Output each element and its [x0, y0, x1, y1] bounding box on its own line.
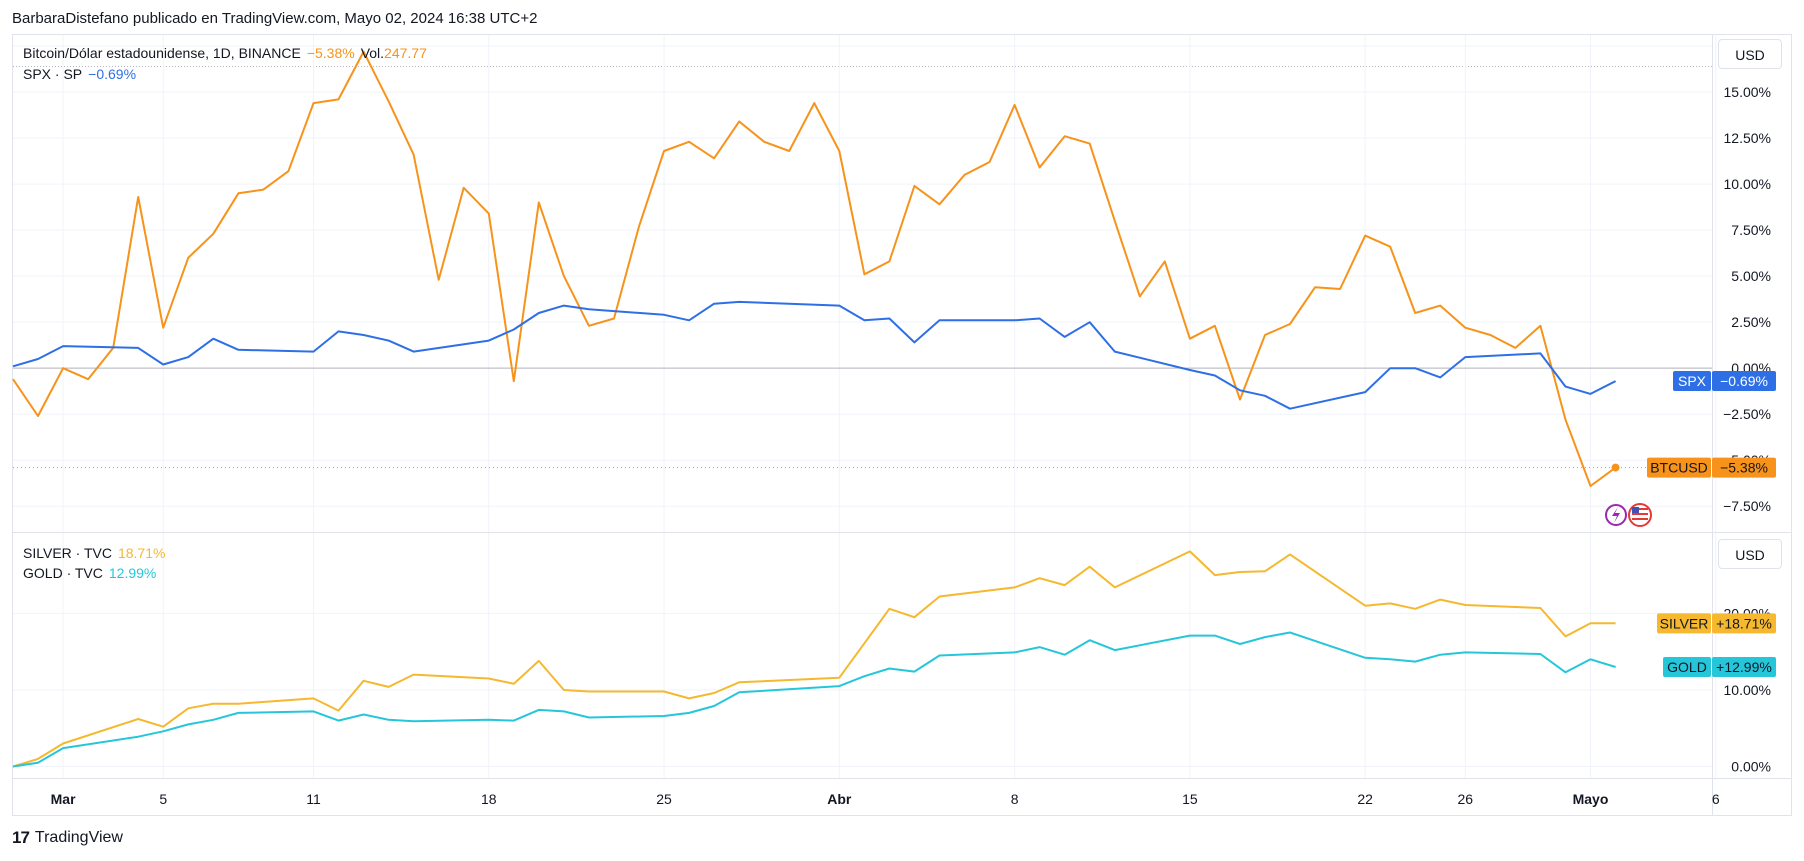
- series-line-btcusd: [12, 50, 1617, 487]
- lightning-glyph: [1612, 507, 1620, 523]
- y-tick-label: 7.50%: [1731, 222, 1771, 238]
- tag-layer: SPX −0.69% BTCUSD −5.38% SILVER +18.71% GOLD +1…: [1647, 371, 1776, 677]
- tradingview-brand: TradingView: [34, 829, 123, 846]
- y-tick-label: 5.00%: [1731, 268, 1771, 284]
- tradingview-logo[interactable]: 17 TradingView: [12, 828, 123, 848]
- price-tag-name: BTCUSD: [1650, 460, 1708, 476]
- legend-spx-change: −0.69%: [88, 66, 137, 82]
- y-tick-label: 10.00%: [1724, 682, 1771, 698]
- legend-gold-change: 12.99%: [108, 565, 157, 581]
- price-tag-value-bg: [1712, 656, 1776, 677]
- price-tag-value: +18.71%: [1716, 615, 1772, 631]
- price-tag-value: −0.69%: [1720, 373, 1768, 389]
- series-layer: [12, 50, 1712, 768]
- legend-silver-name: SILVER · TVC: [23, 545, 112, 561]
- x-tick-label: 6: [1712, 791, 1720, 807]
- legend-gold[interactable]: GOLD · TVC 12.99%: [23, 565, 162, 581]
- price-tag-value-bg: [1712, 371, 1776, 392]
- price-tag-value: +12.99%: [1716, 659, 1772, 675]
- x-tick-label: Abr: [827, 791, 852, 807]
- y-tick-label: −7.50%: [1723, 498, 1771, 514]
- price-tag-silver: SILVER +18.71%: [1657, 613, 1776, 634]
- legend-gold-name: GOLD · TVC: [23, 565, 103, 581]
- legend-btc[interactable]: Bitcoin/Dólar estadounidense, 1D, BINANC…: [23, 45, 433, 61]
- price-tag-name-bg: [1647, 457, 1711, 478]
- series-line-gold: [12, 631, 1616, 768]
- legend-silver-change: 18.71%: [117, 545, 166, 561]
- price-tag-name-bg: [1663, 656, 1711, 677]
- x-tick-label: Mar: [51, 791, 76, 807]
- price-tag-name-bg: [1673, 371, 1711, 392]
- legend-btc-change: −5.38%: [306, 45, 355, 61]
- series-line-silver: [12, 550, 1616, 768]
- currency-button-bottom[interactable]: USD: [1718, 539, 1782, 569]
- legend-silver[interactable]: SILVER · TVC 18.71%: [23, 545, 171, 561]
- publish-credit: BarbaraDistefano publicado en TradingVie…: [12, 10, 538, 27]
- x-tick-label: 26: [1458, 791, 1474, 807]
- series-line-spx: [12, 300, 1617, 410]
- legend-btc-name: Bitcoin/Dólar estadounidense, 1D, BINANC…: [23, 45, 301, 61]
- price-tag-value-bg: [1712, 613, 1776, 634]
- flag-stripe: [1632, 518, 1648, 520]
- x-tick-label: 22: [1357, 791, 1373, 807]
- chart-frame[interactable]: [12, 34, 1792, 816]
- x-tick-label: 8: [1011, 791, 1019, 807]
- price-tag-name: SPX: [1678, 373, 1707, 389]
- tradingview-logo-icon: 17: [12, 828, 30, 847]
- x-tick-label: 11: [306, 791, 321, 807]
- flag-canton: [1632, 507, 1639, 513]
- flag-stripe: [1632, 513, 1648, 515]
- currency-button-top[interactable]: USD: [1718, 39, 1782, 69]
- x-tick-label: Mayo: [1573, 791, 1609, 807]
- legend-spx-name: SPX · SP: [23, 66, 83, 82]
- price-tag-btc: BTCUSD −5.38%: [1647, 457, 1776, 478]
- x-tick-label: 5: [159, 791, 167, 807]
- price-tag-gold: GOLD +12.99%: [1663, 656, 1776, 677]
- y-tick-label: 0.00%: [1731, 759, 1771, 775]
- price-tag-name: GOLD: [1667, 659, 1707, 675]
- y-tick-label: 2.50%: [1731, 314, 1771, 330]
- price-tag-spx: SPX −0.69%: [1673, 371, 1776, 392]
- x-tick-label: 25: [656, 791, 672, 807]
- y-tick-label: 10.00%: [1724, 176, 1771, 192]
- flag-stripe: [1632, 508, 1648, 510]
- y-tick-label: −2.50%: [1723, 406, 1771, 422]
- legend-vol-label: Vol.: [360, 45, 385, 61]
- price-tag-value: −5.38%: [1720, 460, 1768, 476]
- x-tick-label: 18: [481, 791, 497, 807]
- axis-layer: Mar5111825Abr8152226Mayo617.50%15.00%12.…: [51, 38, 1771, 807]
- y-tick-label: 12.50%: [1724, 130, 1771, 146]
- price-tag-name: SILVER: [1660, 615, 1709, 631]
- x-tick-label: 15: [1182, 791, 1198, 807]
- btc-last-dot: [1611, 463, 1620, 472]
- price-tag-name-bg: [1657, 613, 1711, 634]
- price-tag-value-bg: [1712, 457, 1776, 478]
- event-icons[interactable]: [1605, 503, 1652, 527]
- legend-spx[interactable]: SPX · SP −0.69%: [23, 66, 142, 82]
- y-tick-label: 15.00%: [1724, 84, 1771, 100]
- grid-layer: [13, 35, 1791, 815]
- legend-vol-value: 247.77: [384, 45, 427, 61]
